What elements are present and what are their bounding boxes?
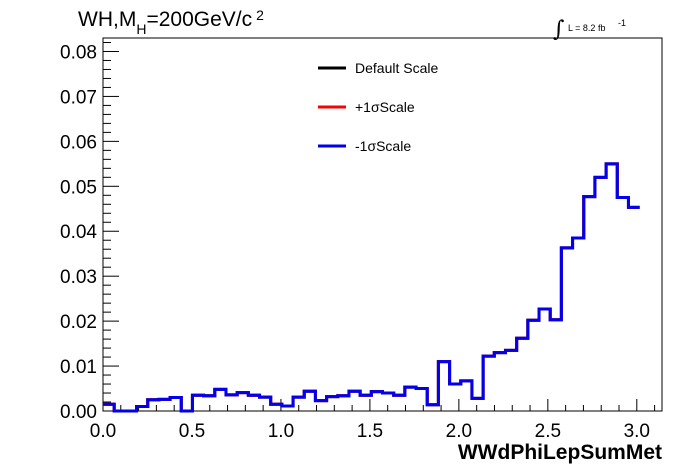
x-tick-label: 2.5 [535,421,561,442]
y-tick-label: 0.07 [60,87,97,108]
legend-label: -1σScale [355,138,411,154]
plot-frame [102,37,663,412]
svg-text:∫: ∫ [553,17,565,42]
x-tick-label: 0.0 [90,421,116,442]
series-line-0 [103,162,640,413]
series-line-2 [103,162,640,413]
series-line-1 [103,162,640,413]
y-tick-label: 0.01 [60,357,97,378]
x-axis-title: WWdPhiLepSumMet [458,441,662,464]
x-tick-label: 2.0 [446,421,472,442]
series-layer [103,162,640,413]
y-tick-label: 0.04 [60,222,97,243]
svg-text:-1: -1 [618,18,626,28]
y-tick-label: 0.00 [60,402,97,423]
x-tick-label: 0.5 [179,421,205,442]
y-tick-label: 0.08 [60,42,97,63]
y-tick-label: 0.05 [60,177,97,198]
svg-text:L = 8.2 fb: L = 8.2 fb [568,23,605,33]
legend-label: +1σScale [355,99,415,115]
y-tick-label: 0.06 [60,132,97,153]
y-tick-label: 0.02 [60,312,97,333]
axes: 0.0 0.5 1.0 1.5 2.0 2.5 3.0 0.00 0.01 0.02 0.03 0.0… [60,41,656,442]
luminosity-label: ∫ L = 8.2 fb -1 [553,17,626,42]
chart-title: WH,MH=200GeV/c 2 [78,7,264,37]
y-tick-label: 0.03 [60,267,97,288]
x-tick-label: 3.0 [624,421,650,442]
legend-label: Default Scale [355,60,438,76]
x-tick-label: 1.5 [357,421,383,442]
x-tick-label: 1.0 [268,421,294,442]
legend: Default Scale +1σScale -1σScale [318,60,438,154]
